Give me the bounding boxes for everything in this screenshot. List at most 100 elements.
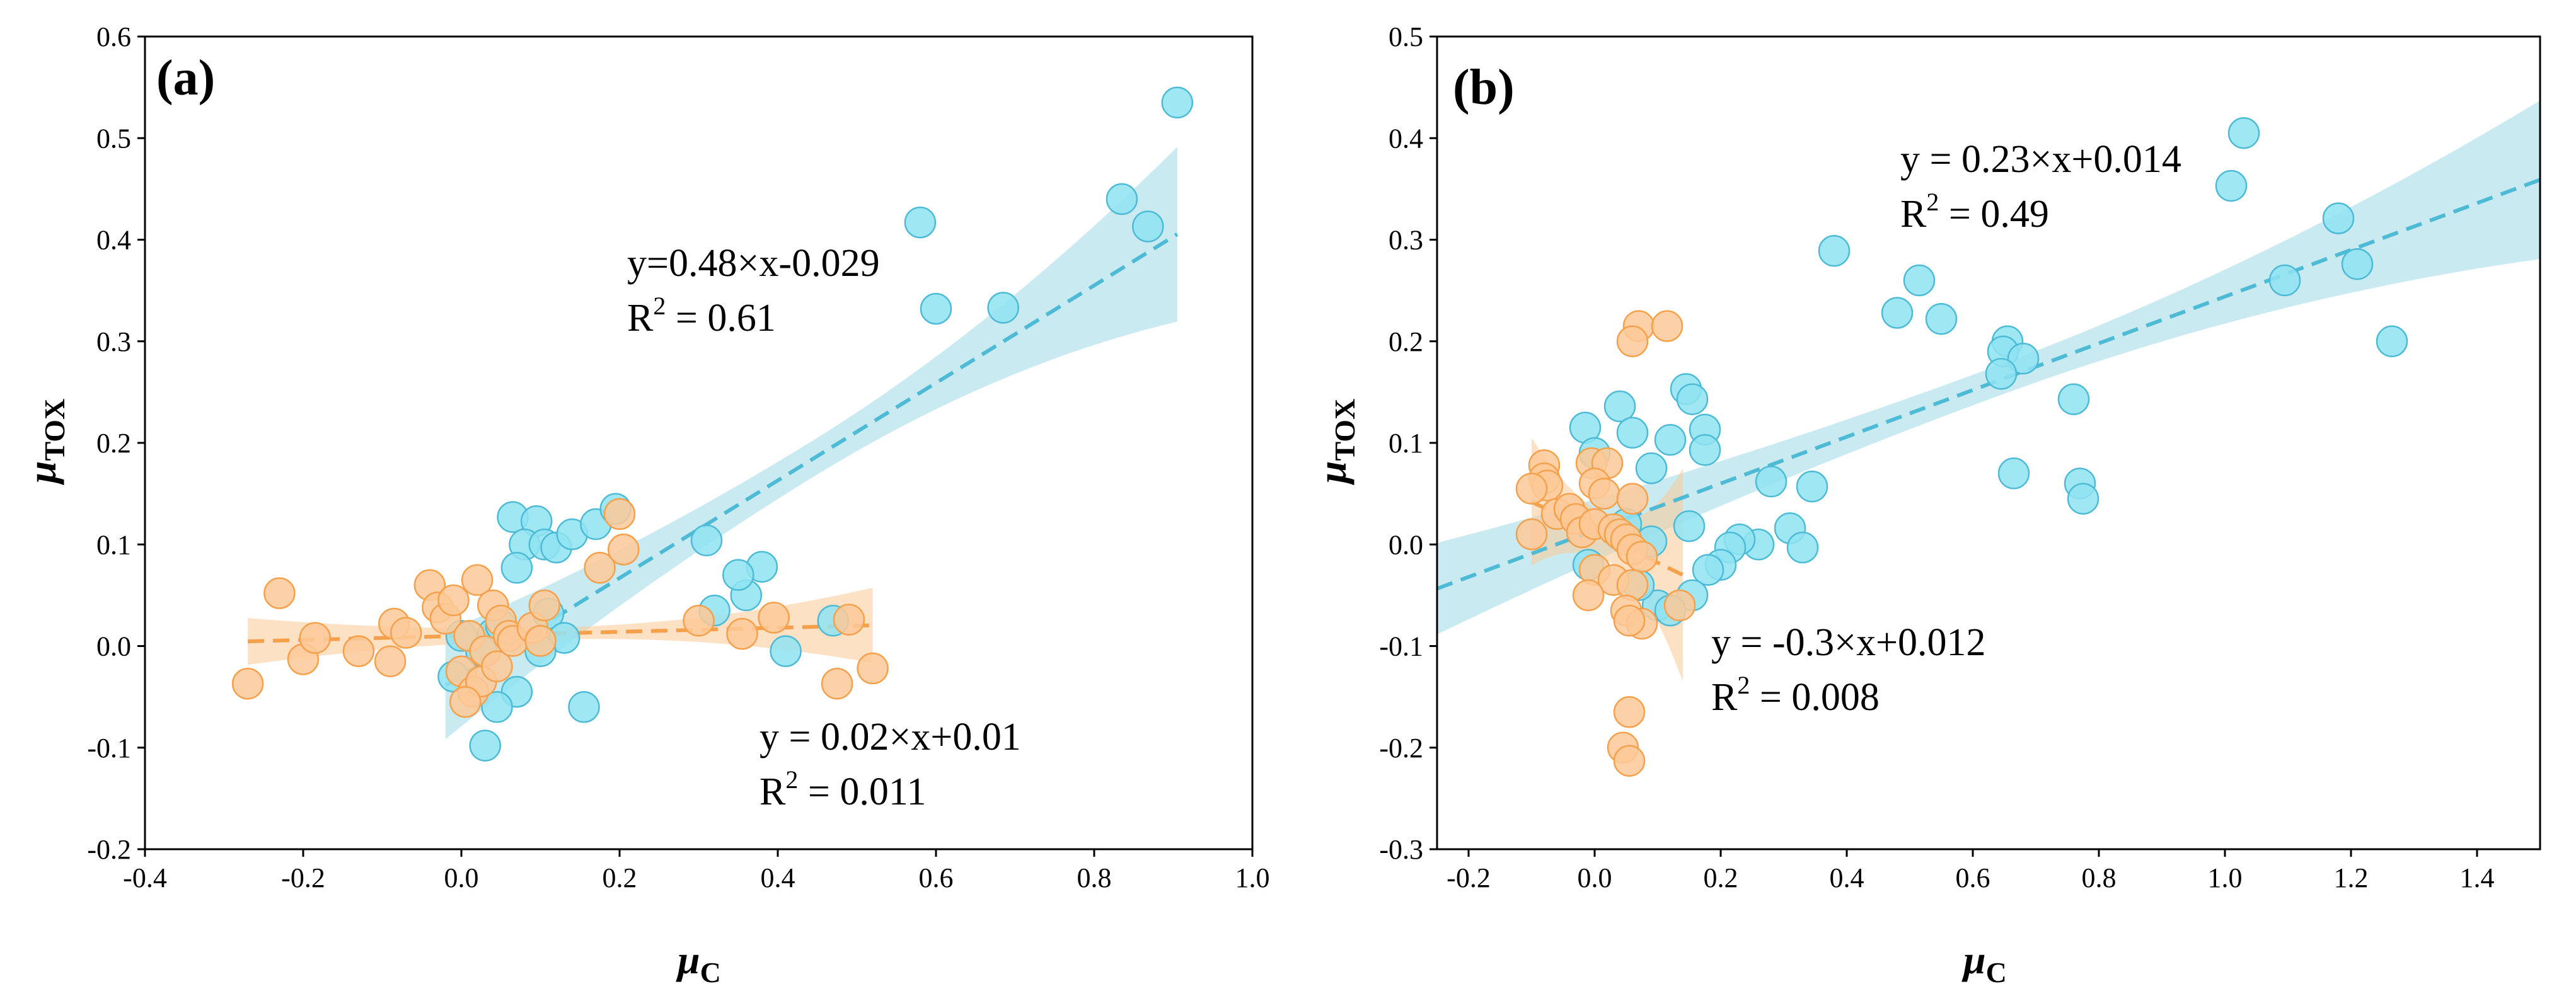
y-tick-label: -0.3 xyxy=(1379,834,1423,865)
point-blue xyxy=(722,559,754,591)
x-axis-label-sub: C xyxy=(700,956,721,988)
point-blue xyxy=(1673,510,1706,542)
x-tick-label: 0.2 xyxy=(603,862,637,893)
r2-superscript: 2 xyxy=(1737,671,1750,699)
point-blue xyxy=(2322,202,2355,234)
point-blue xyxy=(1985,358,2018,390)
point-blue xyxy=(2007,342,2040,375)
point-orange xyxy=(726,617,758,650)
plot-frame xyxy=(144,35,1254,850)
point-blue xyxy=(1616,416,1649,449)
point-blue xyxy=(1796,471,1828,503)
x-tick-label: 0.6 xyxy=(919,862,954,893)
y-axis-label: μTOX xyxy=(20,399,71,485)
point-orange xyxy=(449,685,482,718)
point-blue xyxy=(2057,383,2090,415)
point-blue xyxy=(2376,325,2408,358)
point-orange xyxy=(1613,696,1646,728)
r2-letter: R xyxy=(1900,193,1927,236)
point-blue xyxy=(2215,169,2248,202)
confidence-band-blue xyxy=(445,147,1177,740)
point-orange xyxy=(1616,325,1649,358)
y-tick-label: 0.1 xyxy=(1389,428,1423,459)
y-axis-label-main: μ xyxy=(1310,461,1354,486)
r2-value: = 0.011 xyxy=(798,770,926,813)
point-orange xyxy=(1515,472,1548,505)
point-blue xyxy=(920,292,952,325)
y-axis-label-sub: TOX xyxy=(38,399,71,461)
y-tick-label: 0.3 xyxy=(1389,225,1423,256)
y-tick-label: -0.2 xyxy=(87,834,131,865)
r2-superscript: 2 xyxy=(785,765,798,794)
point-blue xyxy=(1635,452,1668,484)
y-tick-label: -0.1 xyxy=(87,733,131,764)
y-tick-label: 0.0 xyxy=(96,631,131,662)
fit-r2-orange: R2 = 0.008 xyxy=(1711,671,1880,719)
y-ticks: -0.2 -0.1 0.0 0.1 0.2 0.3 0.4 0.5 0.6 xyxy=(87,21,145,865)
x-axis-label: μC xyxy=(1961,937,2007,988)
r2-letter: R xyxy=(760,770,786,813)
point-orange xyxy=(1651,310,1684,342)
point-orange xyxy=(481,650,513,683)
point-blue xyxy=(987,292,1019,324)
x-tick-label: 0.4 xyxy=(1830,862,1864,893)
confidence-band-blue xyxy=(1437,100,2540,635)
r2-value: = 0.49 xyxy=(1939,193,2048,236)
scatter-points xyxy=(231,86,1194,762)
x-axis-label-sub: C xyxy=(1986,956,2007,988)
fit-r2-orange: R2 = 0.011 xyxy=(760,765,927,813)
point-blue xyxy=(1654,423,1687,456)
point-orange xyxy=(1572,579,1605,612)
point-orange xyxy=(299,622,332,654)
point-blue xyxy=(1603,390,1636,423)
point-orange xyxy=(821,667,853,700)
point-blue xyxy=(1881,297,1914,329)
r2-value: = 0.008 xyxy=(1750,676,1879,719)
y-tick-label: 0.4 xyxy=(1389,123,1423,154)
y-axis-label: μTOX xyxy=(1310,399,1361,485)
r2-superscript: 2 xyxy=(653,292,666,320)
point-orange xyxy=(1626,541,1658,573)
r2-value: = 0.61 xyxy=(666,297,775,340)
y-tick-label: 0.4 xyxy=(96,225,131,256)
point-blue xyxy=(690,524,723,557)
r2-superscript: 2 xyxy=(1926,188,1939,216)
point-orange xyxy=(1663,589,1696,622)
point-orange xyxy=(461,564,494,596)
fit-line-blue xyxy=(444,232,1179,687)
y-tick-label: 0.1 xyxy=(96,529,131,560)
x-tick-label: -0.2 xyxy=(281,862,325,893)
point-orange xyxy=(390,617,422,649)
x-axis-label-main: μ xyxy=(1961,937,1986,982)
r2-letter: R xyxy=(627,297,654,340)
y-tick-label: 0.5 xyxy=(1389,21,1423,52)
point-orange xyxy=(524,625,557,657)
x-tick-label: 0.0 xyxy=(1578,862,1612,893)
panel-label: (b) xyxy=(1453,60,1515,115)
point-blue xyxy=(904,206,937,239)
y-tick-label: 0.0 xyxy=(1389,529,1423,560)
y-axis-label-sub: TOX xyxy=(1329,399,1361,461)
point-blue xyxy=(2067,483,2099,515)
x-tick-label: 0.8 xyxy=(1077,862,1112,893)
x-ticks: -0.4 -0.2 0.0 0.2 0.4 0.6 0.8 1.0 xyxy=(123,849,1270,893)
point-blue xyxy=(1161,86,1194,119)
fit-equation-blue: y=0.48×x-0.029 xyxy=(627,242,880,285)
fit-r2-blue: R2 = 0.49 xyxy=(1900,188,2049,236)
x-tick-label: 1.4 xyxy=(2460,862,2495,893)
point-orange xyxy=(263,577,296,609)
y-tick-label: 0.5 xyxy=(96,123,131,154)
y-tick-label: 0.2 xyxy=(96,428,131,459)
point-orange xyxy=(683,604,715,637)
x-tick-label: -0.4 xyxy=(123,862,167,893)
y-tick-label: 0.6 xyxy=(96,21,131,52)
panel-label: (a) xyxy=(156,50,215,106)
panel-a: -0.4 -0.2 0.0 0.2 0.4 0.6 0.8 1.0 -0.2-0.10.00.… xyxy=(20,21,1270,988)
point-orange xyxy=(1515,518,1548,551)
y-tick-label: -0.1 xyxy=(1379,631,1423,662)
x-axis-label-main: μ xyxy=(676,937,700,982)
point-orange xyxy=(437,584,470,617)
x-tick-label: 0.2 xyxy=(1704,862,1738,893)
fit-line-blue xyxy=(1436,178,2541,591)
y-tick-label: 0.3 xyxy=(96,326,131,357)
